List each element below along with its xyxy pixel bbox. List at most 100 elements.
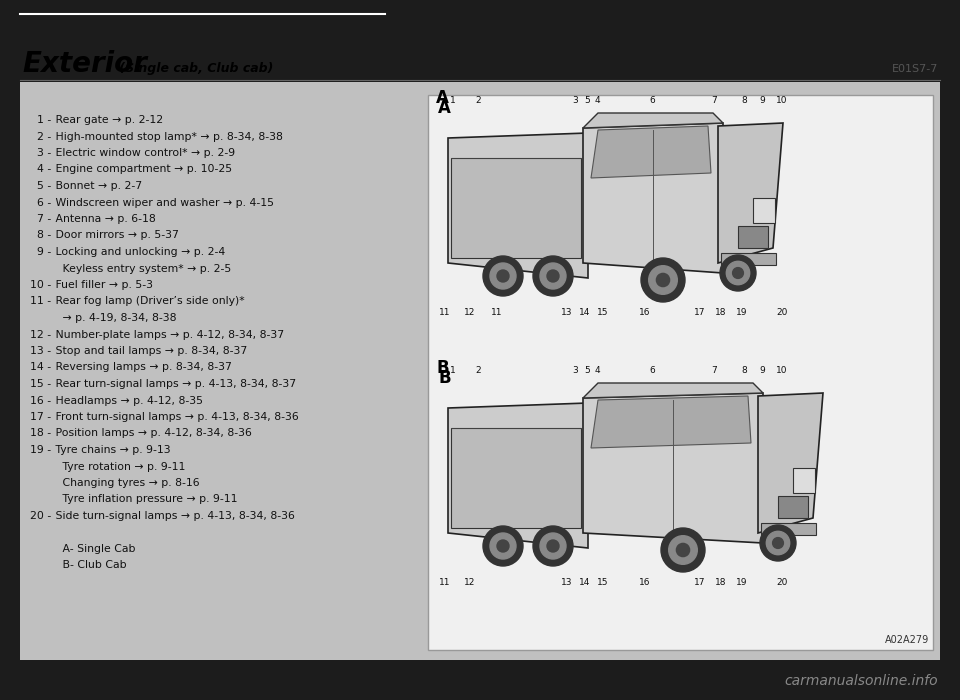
- Text: Exterior: Exterior: [22, 50, 147, 78]
- Text: 19 -: 19 -: [30, 445, 51, 455]
- Bar: [20, 82, 940, 660]
- Text: 11 -: 11 -: [30, 297, 51, 307]
- Text: 3: 3: [572, 366, 578, 375]
- Polygon shape: [583, 383, 763, 398]
- Text: 2: 2: [475, 366, 481, 375]
- Text: carmanualsonline.info: carmanualsonline.info: [784, 674, 938, 688]
- Text: 1: 1: [450, 96, 456, 105]
- Circle shape: [669, 536, 697, 564]
- Text: A- Single Cab: A- Single Cab: [52, 544, 135, 554]
- Text: Stop and tail lamps → p. 8-34, 8-37: Stop and tail lamps → p. 8-34, 8-37: [52, 346, 248, 356]
- Text: 3 -: 3 -: [30, 148, 51, 158]
- Polygon shape: [718, 123, 783, 263]
- Text: 8: 8: [741, 96, 747, 105]
- Text: Tyre rotation → p. 9-11: Tyre rotation → p. 9-11: [52, 461, 185, 472]
- Text: (Single cab, Club cab): (Single cab, Club cab): [115, 62, 274, 75]
- Circle shape: [533, 526, 573, 566]
- Circle shape: [490, 263, 516, 289]
- Text: 5: 5: [584, 96, 589, 105]
- Text: B- Club Cab: B- Club Cab: [52, 561, 127, 570]
- Bar: [778, 496, 808, 518]
- Text: Changing tyres → p. 8-16: Changing tyres → p. 8-16: [52, 478, 200, 488]
- Circle shape: [641, 258, 685, 302]
- Text: Door mirrors → p. 5-37: Door mirrors → p. 5-37: [52, 230, 179, 241]
- Circle shape: [497, 540, 509, 552]
- Text: 4: 4: [594, 366, 600, 375]
- Text: 14: 14: [579, 578, 590, 587]
- Text: Rear fog lamp (Driver’s side only)*: Rear fog lamp (Driver’s side only)*: [52, 297, 245, 307]
- Text: 14 -: 14 -: [30, 363, 51, 372]
- Bar: [451, 158, 581, 258]
- Text: 15 -: 15 -: [30, 379, 51, 389]
- Text: A: A: [438, 99, 451, 117]
- Text: 15: 15: [597, 578, 609, 587]
- Text: 20: 20: [777, 578, 788, 587]
- Circle shape: [677, 543, 689, 556]
- Text: 19: 19: [736, 308, 748, 317]
- Circle shape: [483, 256, 523, 296]
- Text: A: A: [436, 89, 449, 107]
- Text: 16 -: 16 -: [30, 395, 51, 405]
- Text: 17 -: 17 -: [30, 412, 51, 422]
- Text: Electric window control* → p. 2-9: Electric window control* → p. 2-9: [52, 148, 235, 158]
- Polygon shape: [448, 403, 588, 548]
- Text: Locking and unlocking → p. 2-4: Locking and unlocking → p. 2-4: [52, 247, 226, 257]
- Circle shape: [540, 263, 566, 289]
- Bar: [738, 226, 768, 248]
- Text: 8 -: 8 -: [30, 230, 51, 241]
- Text: 20: 20: [777, 308, 788, 317]
- Circle shape: [766, 531, 790, 554]
- Polygon shape: [583, 393, 763, 543]
- Circle shape: [649, 266, 678, 294]
- Text: 11: 11: [492, 308, 503, 317]
- Circle shape: [727, 261, 750, 285]
- Circle shape: [661, 528, 705, 572]
- Text: 5 -: 5 -: [30, 181, 51, 191]
- Text: Engine compartment → p. 10-25: Engine compartment → p. 10-25: [52, 164, 232, 174]
- Text: Number-plate lamps → p. 4-12, 8-34, 8-37: Number-plate lamps → p. 4-12, 8-34, 8-37: [52, 330, 284, 340]
- Bar: [428, 95, 933, 650]
- Text: 2: 2: [475, 96, 481, 105]
- Bar: [761, 523, 816, 535]
- Text: Tyre chains → p. 9-13: Tyre chains → p. 9-13: [52, 445, 171, 455]
- Text: 8: 8: [741, 366, 747, 375]
- Text: 14: 14: [579, 308, 590, 317]
- Bar: [451, 428, 581, 528]
- Text: Front turn-signal lamps → p. 4-13, 8-34, 8-36: Front turn-signal lamps → p. 4-13, 8-34,…: [52, 412, 299, 422]
- Text: High-mounted stop lamp* → p. 8-34, 8-38: High-mounted stop lamp* → p. 8-34, 8-38: [52, 132, 283, 141]
- Text: → p. 4-19, 8-34, 8-38: → p. 4-19, 8-34, 8-38: [52, 313, 177, 323]
- Text: 7: 7: [711, 96, 717, 105]
- Text: 17: 17: [694, 308, 706, 317]
- Text: 10: 10: [777, 366, 788, 375]
- Text: Bonnet → p. 2-7: Bonnet → p. 2-7: [52, 181, 142, 191]
- Text: 4: 4: [594, 96, 600, 105]
- Circle shape: [533, 256, 573, 296]
- Text: 17: 17: [694, 578, 706, 587]
- Text: B: B: [436, 359, 448, 377]
- Text: 1: 1: [450, 366, 456, 375]
- Text: 7 -: 7 -: [30, 214, 51, 224]
- Text: Keyless entry system* → p. 2-5: Keyless entry system* → p. 2-5: [52, 263, 231, 274]
- Circle shape: [497, 270, 509, 282]
- Text: B: B: [438, 369, 450, 387]
- Text: 20 -: 20 -: [30, 511, 51, 521]
- Polygon shape: [583, 123, 723, 273]
- Circle shape: [732, 267, 743, 279]
- Bar: [721, 253, 776, 265]
- Text: A02A279: A02A279: [885, 635, 929, 645]
- Text: 18: 18: [715, 308, 727, 317]
- Circle shape: [540, 533, 566, 559]
- Text: 6: 6: [649, 96, 655, 105]
- Text: 5: 5: [584, 366, 589, 375]
- Polygon shape: [591, 126, 711, 178]
- Text: 12: 12: [465, 308, 476, 317]
- Circle shape: [657, 274, 670, 286]
- Text: 18 -: 18 -: [30, 428, 51, 438]
- Text: 13 -: 13 -: [30, 346, 51, 356]
- Text: E01S7-7: E01S7-7: [892, 64, 938, 74]
- Text: 13: 13: [562, 308, 573, 317]
- Circle shape: [773, 538, 783, 548]
- Text: Windscreen wiper and washer → p. 4-15: Windscreen wiper and washer → p. 4-15: [52, 197, 274, 207]
- Bar: [793, 468, 815, 493]
- Text: 10: 10: [777, 96, 788, 105]
